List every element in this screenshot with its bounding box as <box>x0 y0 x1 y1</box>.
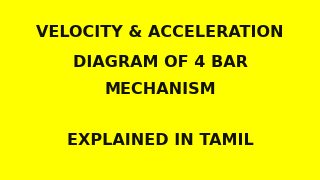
Text: EXPLAINED IN TAMIL: EXPLAINED IN TAMIL <box>67 133 253 148</box>
Text: VELOCITY & ACCELERATION: VELOCITY & ACCELERATION <box>36 25 284 40</box>
Text: DIAGRAM OF 4 BAR: DIAGRAM OF 4 BAR <box>73 55 247 70</box>
Text: MECHANISM: MECHANISM <box>104 82 216 98</box>
